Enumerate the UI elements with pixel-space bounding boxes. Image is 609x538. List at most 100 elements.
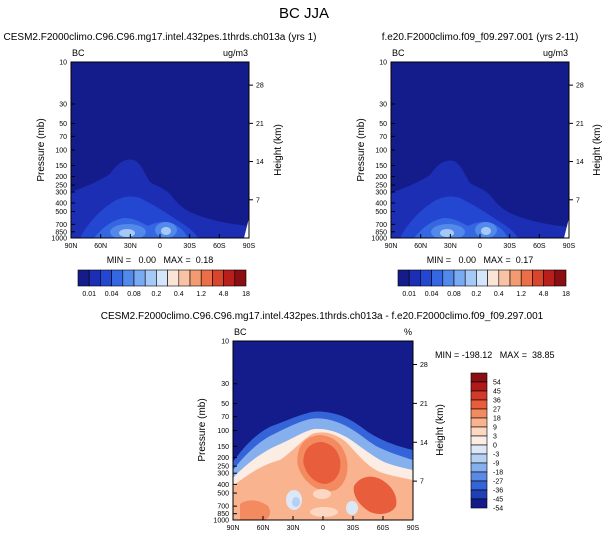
axes: 90N 60N 30N 0 30S 60S 90S 10 30 50 70 100 150 200 2503… (51, 60, 263, 251)
variable-label: BC (72, 48, 85, 58)
axes: 90N 60N 30N 0 30S 60S 90S 10 30 50 70 100 150 200 2503… (213, 339, 427, 533)
colorbar-label: -45 (493, 497, 503, 504)
x-tick-label: 60S (533, 243, 546, 250)
variable-label: BC (392, 48, 405, 58)
colorbar-label: 1.2 (196, 291, 206, 298)
colorbar-label: 36 (493, 398, 501, 405)
panel-difference: CESM2.F2000climo.C96.C96.mg17.intel.432p… (101, 311, 555, 532)
colorbar-label: 45 (493, 389, 501, 396)
colorbar-label: -9 (493, 461, 499, 468)
colorbar-box (100, 269, 112, 287)
y-tick-label: 70 (379, 134, 387, 141)
contour-field (233, 341, 413, 520)
colorbar-box (442, 269, 455, 287)
colorbar-label: 0.2 (152, 291, 162, 298)
y2-tick-label: 7 (256, 197, 260, 204)
y-tick-label: 400 (375, 200, 387, 207)
colorbar-box (178, 269, 191, 287)
colorbar-box (476, 269, 488, 287)
y-tick-label: 250 (217, 464, 229, 471)
y2-axis-label: Height (km) (592, 124, 603, 176)
colorbar-label: 0.04 (425, 291, 439, 298)
y2-tick-label: 28 (256, 83, 264, 90)
y-tick-label: 500 (375, 209, 387, 216)
y-tick-label: 1000 (371, 236, 387, 243)
y-tick-label: 50 (379, 121, 387, 128)
x-tick-label: 90N (65, 243, 78, 250)
y-tick-label: 700 (375, 222, 387, 229)
colorbar-label: 0.04 (105, 291, 119, 298)
y2-tick-label: 7 (576, 197, 580, 204)
colorbar-label: 0.01 (82, 291, 96, 298)
y-tick-label: 100 (217, 428, 229, 435)
colorbar-box (200, 269, 213, 287)
x-tick-label: 30N (124, 243, 137, 250)
colorbar: 54 45 36 27 18 9 3 0 -3 -9 -18 -27 -36 -45 -54 (470, 372, 503, 513)
x-tick-label: 90N (385, 243, 398, 250)
colorbar-box (156, 269, 168, 287)
x-tick-label: 60N (94, 243, 107, 250)
colorbar-label: 18 (562, 291, 570, 298)
x-tick-label: 60S (213, 243, 226, 250)
colorbar-label: 3 (493, 434, 497, 441)
colorbar-box (532, 269, 544, 287)
contour-level (292, 497, 300, 507)
y-axis-label: Pressure (mb) (36, 118, 47, 181)
y2-tick-label: 28 (420, 362, 428, 369)
colorbar: 0.01 0.04 0.08 0.2 0.4 1.2 4.8 18 (397, 269, 570, 298)
y-tick-label: 200 (55, 174, 67, 181)
colorbar-box (554, 269, 567, 287)
y-tick-label: 400 (55, 200, 67, 207)
colorbar-box (470, 453, 488, 464)
min-max-stats: MIN = 0.00 MAX = 0.17 (427, 255, 534, 265)
panel-title: CESM2.F2000climo.C96.C96.mg17.intel.432p… (4, 32, 317, 43)
y2-tick-label: 21 (256, 121, 264, 128)
y-tick-label: 150 (375, 163, 387, 170)
contour-level (313, 489, 331, 499)
variable-label: BC (234, 327, 247, 337)
axes: 90N 60N 30N 0 30S 60S 90S 10 30 50 70 100 150 200 2503… (371, 60, 583, 251)
contour-level (161, 227, 171, 235)
colorbar-box (470, 417, 488, 428)
contour-level (310, 507, 338, 517)
colorbar-box (431, 269, 444, 287)
x-tick-label: 60N (257, 525, 270, 532)
y2-tick-label: 21 (420, 401, 428, 408)
panel-control: f.e20.F2000climo.f09_f09.297.001 (yrs 2-… (356, 32, 603, 298)
x-tick-label: 90N (227, 525, 240, 532)
units-label: ug/m3 (543, 48, 568, 58)
colorbar-box (420, 269, 432, 287)
colorbar-box (470, 390, 488, 401)
colorbar-label: -3 (493, 452, 499, 459)
y-tick-label: 10 (59, 60, 67, 67)
colorbar-label: 0.08 (127, 291, 141, 298)
y2-tick-label: 21 (576, 121, 584, 128)
colorbar-label: 0.08 (447, 291, 461, 298)
colorbar-label: 0.2 (472, 291, 482, 298)
y-tick-label: 850 (217, 511, 229, 518)
colorbar-label: 4.8 (219, 291, 229, 298)
contour-level (481, 227, 491, 235)
colorbar: 0.01 0.04 0.08 0.2 0.4 1.2 4.8 18 (77, 269, 250, 298)
colorbar-box (408, 269, 421, 287)
contour-level (240, 500, 271, 520)
x-tick-label: 30S (183, 243, 196, 250)
colorbar-label: 4.8 (539, 291, 549, 298)
colorbar-box (487, 269, 500, 287)
x-tick-label: 0 (158, 243, 162, 250)
y-tick-label: 700 (217, 504, 229, 511)
colorbar-box (470, 408, 488, 419)
panel-title: f.e20.F2000climo.f09_f09.297.001 (yrs 2-… (382, 32, 579, 43)
y2-tick-label: 7 (420, 479, 424, 486)
y-tick-label: 700 (55, 222, 67, 229)
y-tick-label: 100 (375, 148, 387, 155)
colorbar-box (470, 426, 488, 437)
y-tick-label: 500 (55, 209, 67, 216)
contour-level (440, 229, 454, 237)
colorbar-box (167, 269, 180, 287)
y-tick-label: 50 (59, 121, 67, 128)
y-tick-label: 150 (217, 444, 229, 451)
colorbar-box (470, 498, 488, 509)
contour-level (353, 476, 397, 514)
